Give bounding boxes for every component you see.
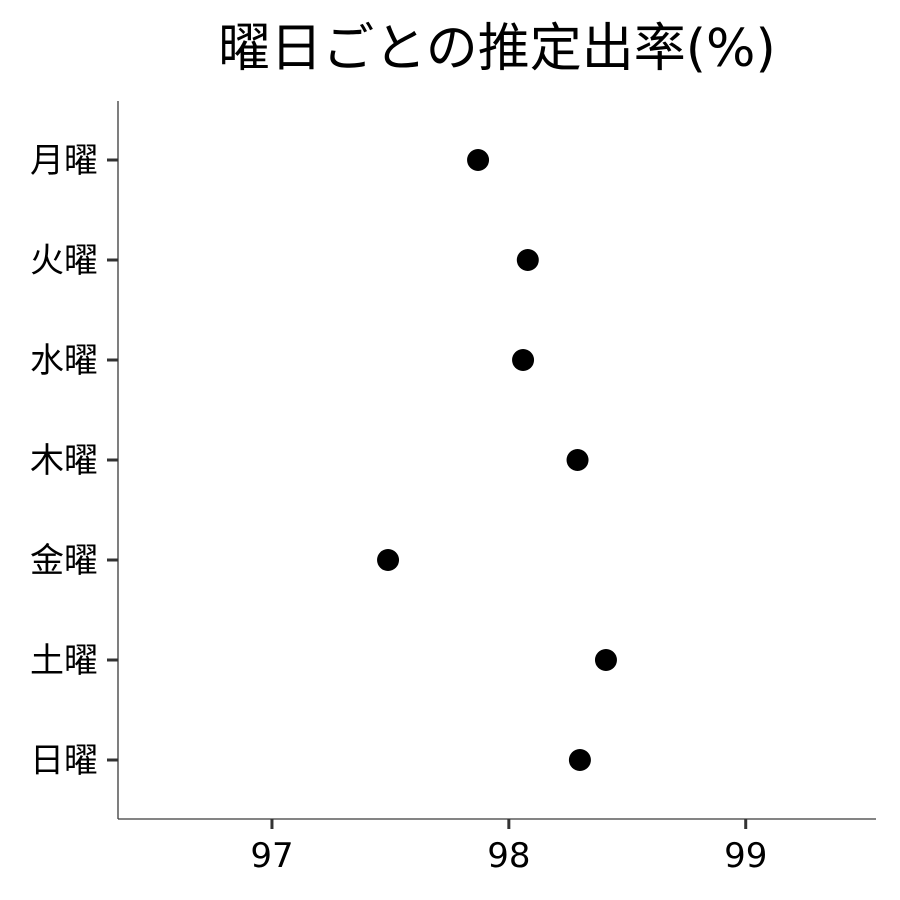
x-axis-ticks: 97 98 99 <box>250 819 767 876</box>
y-tick-label: 日曜 <box>30 741 98 781</box>
x-tick-label: 97 <box>250 836 293 876</box>
data-points <box>377 149 617 771</box>
chart-title: 曜日ごとの推定出率(%) <box>218 19 775 79</box>
x-tick-label: 99 <box>724 836 767 876</box>
data-point <box>512 349 535 371</box>
data-point <box>467 149 490 171</box>
data-point <box>516 249 539 271</box>
y-tick-label: 金曜 <box>30 541 98 581</box>
y-tick-label: 土曜 <box>30 641 98 681</box>
data-point <box>594 649 617 671</box>
y-tick-label: 月曜 <box>30 141 98 181</box>
axes <box>117 101 876 820</box>
y-tick-label: 木曜 <box>30 441 98 481</box>
data-point <box>566 449 589 471</box>
data-point <box>377 549 400 571</box>
data-point <box>568 749 591 771</box>
y-tick-label: 火曜 <box>30 241 98 281</box>
y-tick-label: 水曜 <box>30 341 98 381</box>
x-tick-label: 98 <box>487 836 530 876</box>
